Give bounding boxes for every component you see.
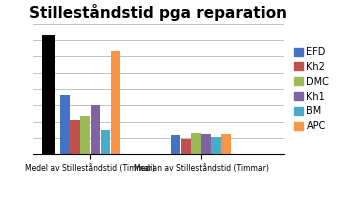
Title: Stilleståndstid pga reparation: Stilleståndstid pga reparation	[29, 4, 287, 21]
Bar	[101, 130, 110, 154]
Bar	[201, 134, 211, 154]
Bar	[60, 95, 70, 154]
Bar	[91, 105, 100, 154]
Bar	[42, 35, 55, 154]
Bar	[70, 120, 80, 154]
Bar	[111, 51, 120, 154]
Bar	[221, 134, 231, 154]
Legend: EFD, Kh2, DMC, Kh1, BM, APC: EFD, Kh2, DMC, Kh1, BM, APC	[294, 47, 329, 131]
Bar	[211, 137, 221, 154]
Bar	[181, 139, 190, 154]
Bar	[191, 133, 201, 154]
Bar	[171, 135, 181, 154]
Bar	[80, 116, 90, 154]
